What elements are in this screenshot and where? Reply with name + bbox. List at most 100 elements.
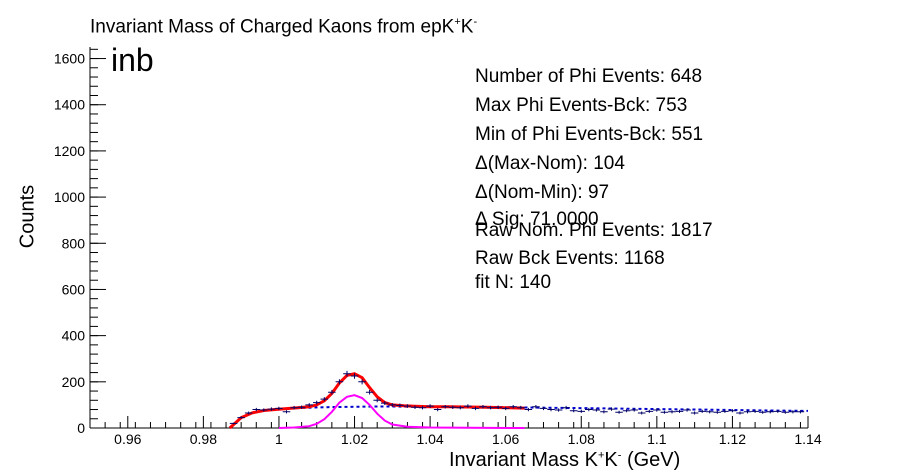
data-point [373,398,381,403]
x-tick-label: 1.06 [492,431,519,447]
data-point [403,404,412,408]
data-point [547,407,555,412]
data-points [229,370,805,425]
x-tick-label: 1 [275,431,283,447]
data-point [645,409,654,413]
data-point [441,405,449,409]
data-point [615,410,623,414]
x-tick-label: 1.02 [341,431,368,447]
data-point [622,409,631,413]
data-point [713,410,722,414]
y-tick-label: 0 [77,420,85,436]
x-tick-label: 0.96 [114,431,141,447]
data-point [418,405,427,410]
y-axis-ticks: 0 200 400 600 800 1000 1200 1400 1600 [54,48,106,436]
data-point [781,410,790,414]
data-point [244,411,253,415]
stat-delta-sig: Δ Sig: 71.0000 [475,209,599,230]
background-fit-curve [229,405,809,429]
stat-delta-nom-min: Δ(Nom-Min): 97 [475,182,610,203]
data-point [335,379,344,385]
data-point [343,370,351,377]
chart-title: Invariant Mass of Charged Kaons from epK… [90,16,478,38]
y-axis-label: Counts [16,184,39,249]
y-tick-label: 1400 [54,97,85,113]
data-point [554,408,563,412]
data-point [275,406,283,411]
data-point [252,407,261,412]
data-point [766,410,774,414]
data-point [381,401,389,405]
y-tick-label: 600 [62,281,86,297]
data-point [728,409,737,413]
data-point [524,407,533,412]
y-tick-label: 1600 [54,51,85,67]
y-tick-label: 1200 [54,143,85,159]
data-point [320,397,329,402]
data-point [789,410,797,414]
data-point [539,406,548,411]
data-point [260,408,268,412]
data-point [517,405,525,410]
data-point [449,405,457,409]
data-point [456,405,465,410]
stat-max-phi: Max Phi Events-Bck: 753 [475,95,688,116]
x-axis-label: Invariant Mass K+K- (GeV) [449,449,681,471]
stat-raw-bck: Raw Bck Events: 1168 [475,248,665,269]
data-point [774,409,782,413]
data-point [426,404,434,408]
data-point [411,405,419,409]
signal-fit-curve [278,394,525,429]
data-point [532,405,540,409]
data-point [637,411,646,415]
data-point [607,407,616,411]
stat-min-phi: Min of Phi Events-Bck: 551 [475,124,704,145]
data-point [297,405,306,409]
data-point [577,409,585,413]
x-axis-ticks: 0.96 0.98 1 1.02 1.04 1.06 1.08 1.1 1.12 1.14 [89,416,822,447]
data-point [721,409,729,413]
y-tick-label: 800 [62,235,86,251]
data-point [290,405,298,410]
stat-raw-nom: Raw Nom. Phi Events: 1817 [475,220,713,241]
x-tick-label: 1.08 [568,431,595,447]
data-point [471,406,480,411]
data-point [328,389,336,395]
data-point [683,408,691,412]
data-point [388,403,397,407]
data-point [562,405,570,410]
data-point [653,408,661,412]
data-point [365,389,374,395]
data-point [305,403,313,407]
data-point [630,408,638,412]
data-point [282,410,291,414]
x-tick-label: 0.98 [190,431,217,447]
y-tick-label: 1000 [54,189,85,205]
data-point [796,410,805,414]
data-point [675,409,684,413]
data-point [313,400,321,405]
data-point [509,405,517,409]
data-point [585,407,593,412]
data-point [433,407,442,412]
data-point [698,409,706,413]
y-tick-label: 200 [62,374,86,390]
data-point [396,403,404,408]
data-point [758,410,767,414]
data-point [479,405,487,409]
data-point [464,404,472,408]
data-point [660,410,669,414]
x-tick-label: 1.1 [647,431,667,447]
data-point [690,411,699,415]
data-point [229,422,238,425]
data-point [600,410,608,414]
y-tick-label: 400 [62,328,86,344]
x-tick-label: 1.14 [794,431,821,447]
data-point [267,407,276,411]
data-point [350,373,359,379]
data-point [592,408,601,412]
data-point [486,405,495,410]
data-point [237,416,245,419]
stat-fit-n: fit N: 140 [475,272,552,293]
